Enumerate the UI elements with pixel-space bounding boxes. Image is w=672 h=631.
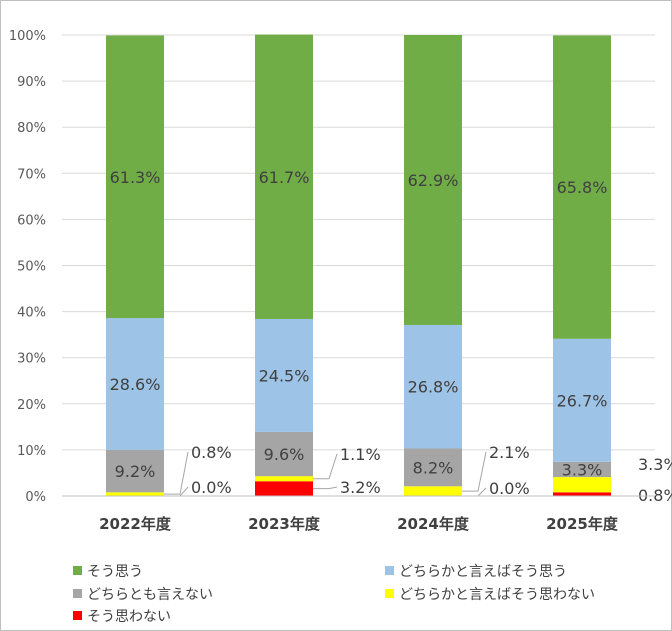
data-label: 62.9% — [408, 171, 459, 190]
x-tick-label: 2022年度 — [99, 515, 172, 533]
data-label: 24.5% — [259, 366, 310, 385]
bar-segment — [106, 492, 164, 496]
callout-label: 3.3% — [638, 455, 672, 474]
leader-line — [462, 451, 487, 492]
callout-label: 0.0% — [191, 478, 232, 497]
data-label: 61.3% — [110, 168, 161, 187]
callout-label: 0.0% — [489, 479, 530, 498]
bar-segment — [255, 481, 313, 496]
y-tick-label: 70% — [17, 167, 46, 182]
x-tick-label: 2025年度 — [546, 515, 619, 533]
x-tick-label: 2023年度 — [248, 515, 321, 533]
bar-segment — [255, 34, 313, 319]
callout-label: 3.2% — [340, 478, 381, 497]
x-axis: 2022年度 2023年度 2024年度 2025年度 — [62, 495, 655, 533]
callout-label: 2.1% — [489, 443, 530, 462]
y-tick-label: 20% — [17, 398, 46, 413]
bar-segment — [255, 431, 313, 477]
y-tick-label: 50% — [17, 260, 46, 275]
y-tick-label: 40% — [17, 306, 46, 321]
bar-segment — [553, 461, 611, 478]
bar-segment — [255, 318, 313, 432]
leader-line — [313, 486, 338, 490]
bar-segment — [553, 477, 611, 493]
data-label: 26.8% — [408, 378, 459, 397]
legend-label: そう思う — [87, 564, 143, 580]
bar-segment — [553, 35, 611, 339]
legend-label: そう思わない — [87, 609, 171, 625]
data-label: 65.8% — [557, 178, 608, 197]
y-tick-label: 80% — [17, 121, 46, 136]
bar-segment — [106, 318, 164, 450]
legend-label: どちらかと言えばそう思う — [399, 564, 567, 580]
data-label: 26.7% — [557, 391, 608, 410]
data-label: 8.2% — [413, 458, 454, 477]
bar-segment — [404, 486, 462, 496]
bar-segment — [106, 35, 164, 319]
legend-label: どちらかと言えばそう思わない — [399, 587, 595, 603]
legend-swatch — [385, 566, 394, 575]
y-tick-label: 60% — [17, 213, 46, 228]
data-label: 9.2% — [115, 462, 156, 481]
data-label: 28.6% — [110, 375, 161, 394]
legend-swatch — [385, 589, 394, 598]
leader-line — [164, 451, 189, 495]
data-label: 61.7% — [259, 168, 310, 187]
bar-segment — [106, 449, 164, 493]
leader-line — [462, 487, 487, 497]
y-tick-label: 30% — [17, 352, 46, 367]
x-tick-label: 2024年度 — [397, 515, 470, 533]
y-tick-label: 90% — [17, 75, 46, 90]
bar-segment — [404, 324, 462, 449]
bar-segment — [553, 492, 611, 496]
data-label: 3.3% — [562, 460, 603, 479]
y-tick-label: 0% — [25, 490, 46, 505]
y-tick-label: 100% — [9, 29, 46, 44]
bar-segment — [553, 338, 611, 462]
bar-segment — [404, 35, 462, 325]
legend-swatch — [73, 611, 82, 620]
legend-label: どちらとも言えない — [87, 587, 213, 603]
y-tick-label: 10% — [17, 444, 46, 459]
bar-segment — [404, 448, 462, 487]
bar-segment — [255, 476, 313, 482]
legend-swatch — [73, 589, 82, 598]
callout-label: 0.8% — [191, 443, 232, 462]
bars: 9.2% 9.6% 8.2% 3.3% 28.6% 24.5% 26.8% 26.7% 61.3… — [106, 34, 611, 496]
leader-line — [313, 453, 338, 480]
legend-swatch — [73, 566, 82, 575]
callout-label: 1.1% — [340, 445, 381, 464]
data-label: 9.6% — [264, 445, 305, 464]
y-axis: 0% 10% 20% 30% 40% 50% 60% 70% 80% 90% 100% — [9, 29, 46, 505]
